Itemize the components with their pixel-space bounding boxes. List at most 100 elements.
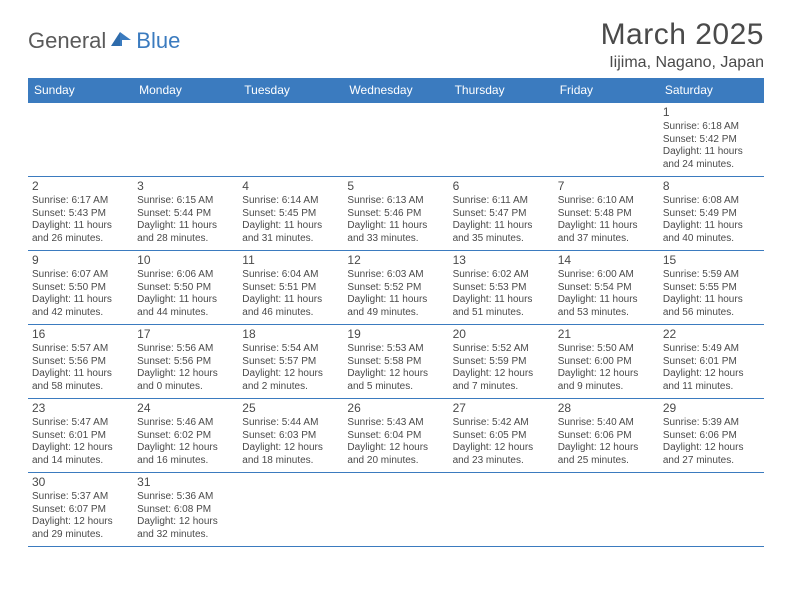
day-number: 28 (558, 401, 655, 416)
calendar-day-cell (238, 473, 343, 547)
sunset-text: Sunset: 6:06 PM (663, 430, 760, 443)
day-number: 5 (347, 179, 444, 194)
sunrise-text: Sunrise: 5:44 AM (242, 417, 339, 430)
sunset-text: Sunset: 5:48 PM (558, 208, 655, 221)
sunrise-text: Sunrise: 5:59 AM (663, 269, 760, 282)
location-text: Iijima, Nagano, Japan (601, 54, 764, 72)
calendar-day-cell: 10Sunrise: 6:06 AMSunset: 5:50 PMDayligh… (133, 251, 238, 325)
day-number: 21 (558, 327, 655, 342)
calendar-day-cell: 14Sunrise: 6:00 AMSunset: 5:54 PMDayligh… (554, 251, 659, 325)
sunset-text: Sunset: 6:01 PM (32, 430, 129, 443)
calendar-day-cell: 3Sunrise: 6:15 AMSunset: 5:44 PMDaylight… (133, 177, 238, 251)
day-header: Tuesday (238, 78, 343, 103)
day-header: Wednesday (343, 78, 448, 103)
day-number: 14 (558, 253, 655, 268)
calendar-day-cell: 22Sunrise: 5:49 AMSunset: 6:01 PMDayligh… (659, 325, 764, 399)
daylight-text: Daylight: 12 hours and 0 minutes. (137, 368, 234, 393)
day-number: 8 (663, 179, 760, 194)
day-number: 1 (663, 105, 760, 120)
daylight-text: Daylight: 12 hours and 29 minutes. (32, 516, 129, 541)
calendar-day-cell (343, 103, 448, 177)
day-header: Saturday (659, 78, 764, 103)
calendar-day-cell: 27Sunrise: 5:42 AMSunset: 6:05 PMDayligh… (449, 399, 554, 473)
calendar-day-cell: 5Sunrise: 6:13 AMSunset: 5:46 PMDaylight… (343, 177, 448, 251)
daylight-text: Daylight: 12 hours and 11 minutes. (663, 368, 760, 393)
calendar-day-cell: 7Sunrise: 6:10 AMSunset: 5:48 PMDaylight… (554, 177, 659, 251)
daylight-text: Daylight: 11 hours and 53 minutes. (558, 294, 655, 319)
calendar-week-row: 16Sunrise: 5:57 AMSunset: 5:56 PMDayligh… (28, 325, 764, 399)
day-number: 2 (32, 179, 129, 194)
calendar-day-cell: 6Sunrise: 6:11 AMSunset: 5:47 PMDaylight… (449, 177, 554, 251)
daylight-text: Daylight: 11 hours and 58 minutes. (32, 368, 129, 393)
daylight-text: Daylight: 12 hours and 23 minutes. (453, 442, 550, 467)
sunset-text: Sunset: 5:55 PM (663, 282, 760, 295)
day-number: 31 (137, 475, 234, 490)
sunrise-text: Sunrise: 6:08 AM (663, 195, 760, 208)
daylight-text: Daylight: 11 hours and 31 minutes. (242, 220, 339, 245)
sunrise-text: Sunrise: 5:43 AM (347, 417, 444, 430)
day-number: 29 (663, 401, 760, 416)
title-block: March 2025 Iijima, Nagano, Japan (601, 18, 764, 72)
day-header: Thursday (449, 78, 554, 103)
sunset-text: Sunset: 5:42 PM (663, 134, 760, 147)
logo-text-blue: Blue (136, 28, 180, 54)
calendar-day-cell: 11Sunrise: 6:04 AMSunset: 5:51 PMDayligh… (238, 251, 343, 325)
sunrise-text: Sunrise: 5:49 AM (663, 343, 760, 356)
calendar-day-cell: 4Sunrise: 6:14 AMSunset: 5:45 PMDaylight… (238, 177, 343, 251)
logo: General Blue (28, 28, 180, 54)
day-number: 17 (137, 327, 234, 342)
calendar-day-cell: 28Sunrise: 5:40 AMSunset: 6:06 PMDayligh… (554, 399, 659, 473)
daylight-text: Daylight: 12 hours and 20 minutes. (347, 442, 444, 467)
day-number: 23 (32, 401, 129, 416)
sunrise-text: Sunrise: 6:17 AM (32, 195, 129, 208)
sunrise-text: Sunrise: 5:52 AM (453, 343, 550, 356)
daylight-text: Daylight: 11 hours and 37 minutes. (558, 220, 655, 245)
sunset-text: Sunset: 5:47 PM (453, 208, 550, 221)
sunrise-text: Sunrise: 6:10 AM (558, 195, 655, 208)
calendar-table: SundayMondayTuesdayWednesdayThursdayFrid… (28, 78, 764, 547)
calendar-day-cell (449, 103, 554, 177)
sunrise-text: Sunrise: 6:00 AM (558, 269, 655, 282)
day-header: Friday (554, 78, 659, 103)
calendar-day-cell: 31Sunrise: 5:36 AMSunset: 6:08 PMDayligh… (133, 473, 238, 547)
sunrise-text: Sunrise: 5:50 AM (558, 343, 655, 356)
calendar-week-row: 9Sunrise: 6:07 AMSunset: 5:50 PMDaylight… (28, 251, 764, 325)
daylight-text: Daylight: 12 hours and 9 minutes. (558, 368, 655, 393)
sunrise-text: Sunrise: 5:39 AM (663, 417, 760, 430)
sunset-text: Sunset: 6:06 PM (558, 430, 655, 443)
day-number: 12 (347, 253, 444, 268)
page-title: March 2025 (601, 18, 764, 52)
day-number: 27 (453, 401, 550, 416)
daylight-text: Daylight: 12 hours and 2 minutes. (242, 368, 339, 393)
sunset-text: Sunset: 6:04 PM (347, 430, 444, 443)
sunset-text: Sunset: 5:44 PM (137, 208, 234, 221)
sunrise-text: Sunrise: 5:56 AM (137, 343, 234, 356)
calendar-day-cell: 29Sunrise: 5:39 AMSunset: 6:06 PMDayligh… (659, 399, 764, 473)
daylight-text: Daylight: 11 hours and 42 minutes. (32, 294, 129, 319)
flag-icon (110, 30, 132, 53)
calendar-day-cell: 2Sunrise: 6:17 AMSunset: 5:43 PMDaylight… (28, 177, 133, 251)
day-number: 11 (242, 253, 339, 268)
day-number: 26 (347, 401, 444, 416)
day-number: 18 (242, 327, 339, 342)
sunrise-text: Sunrise: 5:53 AM (347, 343, 444, 356)
sunset-text: Sunset: 6:08 PM (137, 504, 234, 517)
day-number: 22 (663, 327, 760, 342)
sunrise-text: Sunrise: 6:15 AM (137, 195, 234, 208)
daylight-text: Daylight: 11 hours and 44 minutes. (137, 294, 234, 319)
daylight-text: Daylight: 11 hours and 28 minutes. (137, 220, 234, 245)
daylight-text: Daylight: 12 hours and 27 minutes. (663, 442, 760, 467)
calendar-day-cell (28, 103, 133, 177)
calendar-day-cell: 19Sunrise: 5:53 AMSunset: 5:58 PMDayligh… (343, 325, 448, 399)
calendar-day-cell: 23Sunrise: 5:47 AMSunset: 6:01 PMDayligh… (28, 399, 133, 473)
day-number: 9 (32, 253, 129, 268)
sunset-text: Sunset: 6:02 PM (137, 430, 234, 443)
sunrise-text: Sunrise: 6:11 AM (453, 195, 550, 208)
calendar-day-cell (554, 473, 659, 547)
sunset-text: Sunset: 6:05 PM (453, 430, 550, 443)
daylight-text: Daylight: 12 hours and 7 minutes. (453, 368, 550, 393)
sunset-text: Sunset: 5:43 PM (32, 208, 129, 221)
daylight-text: Daylight: 11 hours and 56 minutes. (663, 294, 760, 319)
sunrise-text: Sunrise: 6:06 AM (137, 269, 234, 282)
day-number: 25 (242, 401, 339, 416)
